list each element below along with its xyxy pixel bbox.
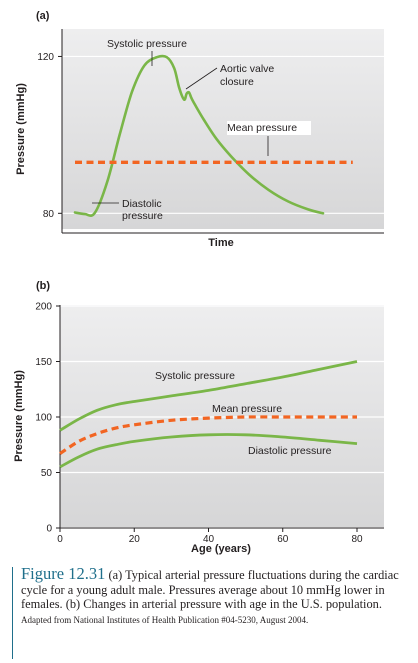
panel-b-y-tick-label: 0 [46,524,52,535]
annotation-aortic-valve: Aortic valve closure [220,63,277,88]
panel-a-y-axis-title: Pressure (mmHg) [15,83,27,175]
leader-aortic-valve [185,67,218,90]
annotation-mean-a-bg [227,121,311,135]
panel-b-y-axis-title: Pressure (mmHg) [13,370,25,462]
panel-b-x-tick-label: 80 [351,534,363,545]
caption-source: Adapted from National Institutes of Heal… [21,614,309,625]
series-line-b-diastolic [59,433,358,469]
panel-b-y-tick-label: 150 [35,357,52,368]
panel-b-y-tick-label: 100 [35,413,52,424]
panel-b-y-tick-label: 50 [41,468,53,479]
panel-a-y-tick-label: 120 [37,52,54,63]
caption-text: (a) Typical arterial pressure fluctuatio… [21,568,399,612]
panel-b-x-axis-title: Age (years) [191,543,251,555]
figure-caption: Figure 12.31 (a) Typical arterial pressu… [12,564,412,659]
panel-a-grid [62,55,384,214]
panel-b-label: (b) [36,280,50,292]
annotation-diastolic-a: Diastolic pressure [122,198,165,222]
panel-a-plot-area [62,29,384,229]
panel-b-ticks: 0 50 100 150 200 0 20 40 60 80 [35,302,363,546]
series-line-a-systolic [73,54,325,217]
panel-b-x-tick-label: 60 [277,534,289,545]
series-line-b-mean [59,415,357,455]
panel-a-label: (a) [36,10,50,22]
panel-b-x-tick-label: 20 [129,534,141,545]
annotation-diastolic-b: Diastolic pressure [248,445,332,457]
series-line-b-systolic [59,360,358,432]
panel-b-y-tick-label: 200 [35,302,52,313]
panel-a-x-axis-title: Time [208,237,233,249]
annotation-systolic-b: Systolic pressure [155,370,235,382]
figure-svg: (a) 80 120 Pressure (mmHg) Time Systolic … [13,10,384,555]
panel-b-x-tick-label: 40 [203,534,215,545]
panel-a-ticks: 80 120 [37,52,62,220]
panel-b-x-tick-label: 0 [57,534,63,545]
annotation-mean-a: Mean pressure [227,122,297,134]
panel-a-series [73,54,353,217]
annotation-systolic-a: Systolic pressure [107,38,187,50]
panel-b-series [59,360,358,469]
annotation-mean-b: Mean pressure [212,403,282,415]
panel-a-y-tick-label: 80 [43,209,55,220]
figure-number: Figure 12.31 [21,564,106,583]
